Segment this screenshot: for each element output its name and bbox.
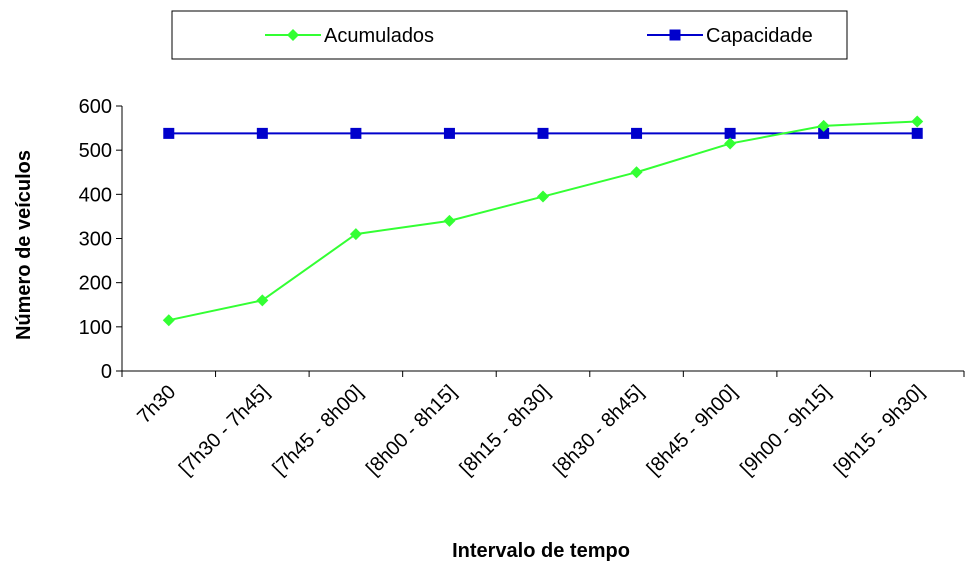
- data-point: [443, 127, 455, 139]
- y-tick-label: 600: [79, 96, 112, 118]
- x-axis: 7h30[7h30 - 7h45][7h45 - 8h00][8h00 - 8h…: [121, 370, 965, 480]
- data-point: [349, 228, 362, 241]
- data-point: [724, 127, 736, 139]
- x-tick-label: [7h45 - 8h00]: [269, 381, 368, 480]
- x-tick-label: [8h30 - 8h45]: [549, 381, 648, 480]
- x-tick-label: [8h00 - 8h15]: [362, 381, 461, 480]
- x-tick-label: [8h45 - 9h00]: [643, 381, 742, 480]
- x-tick-label: [9h00 - 9h15]: [736, 381, 835, 480]
- series-capacidade: [163, 127, 923, 139]
- legend-item-capacidade: Capacidade: [647, 25, 813, 47]
- data-point: [631, 127, 643, 139]
- x-tick-label: [9h15 - 9h30]: [830, 381, 929, 480]
- data-point: [537, 190, 549, 203]
- data-point: [911, 127, 923, 139]
- legend-label: Capacidade: [706, 25, 813, 47]
- x-tick-label: 7h30: [133, 381, 180, 428]
- x-axis-title: Intervalo de tempo: [452, 540, 630, 562]
- legend-item-acumulados: Acumulados: [265, 25, 434, 47]
- data-point: [724, 137, 737, 150]
- y-axis-title: Número de veículos: [13, 150, 35, 340]
- y-tick-label: 100: [79, 317, 112, 339]
- plot-area: [162, 115, 924, 327]
- data-point: [818, 127, 830, 139]
- data-point: [287, 29, 299, 41]
- y-axis: 0 100 200 300 400 500 600: [79, 96, 123, 383]
- data-point: [669, 29, 681, 41]
- data-point: [537, 127, 549, 139]
- y-tick-label: 300: [79, 229, 112, 251]
- data-point: [443, 214, 456, 227]
- x-tick-label: [7h30 - 7h45]: [175, 381, 274, 480]
- x-tick-label: [8h15 - 8h30]: [456, 381, 555, 480]
- series-line: [168, 120, 918, 322]
- series-acumulados: [162, 115, 924, 327]
- data-point: [630, 166, 643, 179]
- y-tick-label: 200: [79, 273, 112, 295]
- data-point: [817, 119, 830, 132]
- data-point: [256, 294, 269, 307]
- data-point: [256, 127, 268, 139]
- legend: Acumulados Capacidade: [265, 25, 813, 47]
- legend-label: Acumulados: [324, 25, 434, 47]
- data-point: [163, 127, 175, 139]
- y-tick-label: 500: [79, 140, 112, 162]
- data-point: [162, 314, 175, 327]
- data-point: [911, 115, 924, 128]
- data-point: [350, 127, 362, 139]
- y-tick-label: 0: [101, 361, 112, 383]
- y-tick-label: 400: [79, 184, 112, 206]
